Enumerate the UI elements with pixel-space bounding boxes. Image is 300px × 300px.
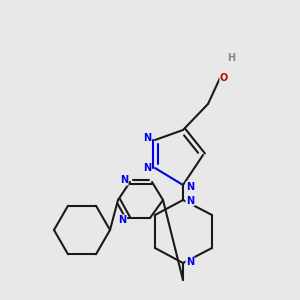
Text: N: N [186,257,194,267]
Text: N: N [120,175,128,185]
Text: N: N [186,196,194,206]
Text: O: O [220,73,228,83]
Text: N: N [143,163,151,173]
Text: N: N [118,215,126,225]
Text: N: N [186,182,194,192]
Text: H: H [227,53,235,63]
Text: N: N [143,133,151,143]
